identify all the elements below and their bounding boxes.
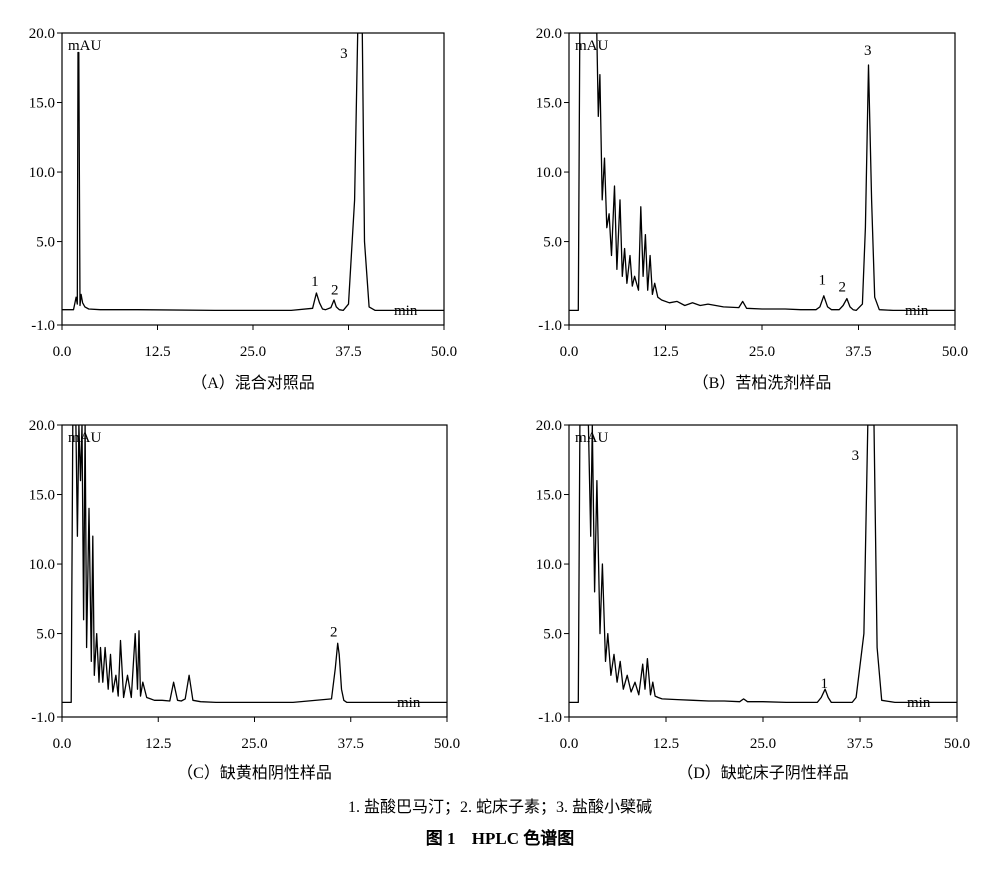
x-tick-label: 12.5 [652, 344, 678, 360]
y-tick-label: 10.0 [536, 165, 562, 181]
panel-caption-b: （B）苦柏洗剂样品 [693, 374, 832, 392]
peak-label-2: 2 [330, 624, 338, 640]
y-tick-label: -1.0 [538, 318, 562, 334]
chromatogram-trace [569, 33, 955, 312]
peak-legend-note: 1. 盐酸巴马汀；2. 蛇床子素；3. 盐酸小檗碱 [347, 799, 652, 816]
y-axis-label: mAU [68, 38, 102, 54]
plot-frame [61, 32, 445, 326]
chart-panel-b: 0.0 12.5 25.0 37.5 50.0 -1.0 5.0 10.0 15.0 20.0 mA… [536, 26, 968, 392]
peak-label-1: 1 [311, 274, 319, 290]
y-tick-label: -1.0 [31, 710, 55, 726]
y-tick-label: 15.0 [29, 488, 55, 504]
y-tick-label: 15.0 [536, 96, 562, 112]
chart-panel-d: 0.0 12.5 25.0 37.5 50.0-1.05.010.015.020.0mA… [536, 418, 970, 782]
figure-number: 图 1 [425, 829, 456, 848]
peak-label-2: 2 [839, 280, 847, 296]
x-tick-label: 25.0 [749, 344, 775, 360]
y-axis-label: mAU [575, 38, 609, 54]
figure-title: 图 1 HPLC 色谱图 [0, 824, 1000, 849]
chromatogram-trace [62, 33, 444, 312]
x-tick-label: 0.0 [560, 736, 579, 752]
y-tick-label: 20.0 [536, 26, 562, 42]
x-tick-label: 12.5 [144, 344, 170, 360]
peak-label-1: 1 [821, 676, 829, 692]
y-tick-label: -1.0 [31, 318, 55, 334]
peak-label-3: 3 [340, 46, 348, 62]
x-tick-label: 50.0 [944, 736, 970, 752]
y-tick-label: 10.0 [536, 557, 562, 573]
x-tick-label: 37.5 [847, 736, 873, 752]
x-tick-label: 50.0 [434, 736, 460, 752]
x-tick-label: 50.0 [431, 344, 457, 360]
y-tick-label: 20.0 [29, 26, 55, 42]
chart-panel-c: 0.0 12.5 25.0 37.5 50.0-1.05.010.015.020.0mA… [29, 418, 460, 782]
panel-caption-a: （A）混合对照品 [191, 374, 315, 392]
x-tick-label: 0.0 [560, 344, 579, 360]
x-tick-label: 0.0 [53, 736, 72, 752]
y-tick-label: 20.0 [29, 418, 55, 434]
y-tick-label: 5.0 [543, 627, 562, 643]
x-tick-label: 25.0 [750, 736, 776, 752]
x-tick-label: 12.5 [653, 736, 679, 752]
figure-title-text: HPLC 色谱图 [471, 829, 575, 848]
chromatogram-trace [62, 425, 447, 704]
x-axis-label: min [905, 303, 929, 319]
y-tick-label: 20.0 [536, 418, 562, 434]
y-tick-label: -1.0 [538, 710, 562, 726]
chart-panel-a: 0.0 12.5 25.0 37.5 50.0 -1.0 5.0 10.0 15.0 20.0 mA… [29, 26, 457, 392]
y-tick-label: 5.0 [36, 235, 55, 251]
chromatogram-trace [569, 425, 957, 704]
panel-caption-d: （D）缺蛇床子阴性样品 [677, 764, 849, 782]
x-tick-label: 0.0 [53, 344, 72, 360]
x-tick-label: 25.0 [240, 344, 266, 360]
panel-caption-c: （C）缺黄柏阴性样品 [177, 764, 332, 782]
plot-frame [568, 424, 958, 718]
x-tick-label: 37.5 [338, 736, 364, 752]
y-tick-label: 5.0 [543, 235, 562, 251]
y-tick-label: 5.0 [36, 627, 55, 643]
x-tick-label: 37.5 [845, 344, 871, 360]
y-tick-label: 15.0 [29, 96, 55, 112]
peak-label-3: 3 [852, 448, 860, 464]
y-tick-label: 10.0 [29, 557, 55, 573]
x-axis-label: min [397, 695, 421, 711]
peak-label-1: 1 [818, 273, 826, 289]
x-tick-label: 25.0 [241, 736, 267, 752]
x-axis-label: min [907, 695, 931, 711]
x-axis-label: min [394, 303, 418, 319]
x-tick-label: 12.5 [145, 736, 171, 752]
y-tick-label: 10.0 [29, 165, 55, 181]
peak-label-3: 3 [864, 43, 872, 59]
peak-label-2: 2 [331, 282, 339, 298]
y-tick-label: 15.0 [536, 488, 562, 504]
x-tick-label: 50.0 [942, 344, 968, 360]
x-tick-label: 37.5 [335, 344, 361, 360]
